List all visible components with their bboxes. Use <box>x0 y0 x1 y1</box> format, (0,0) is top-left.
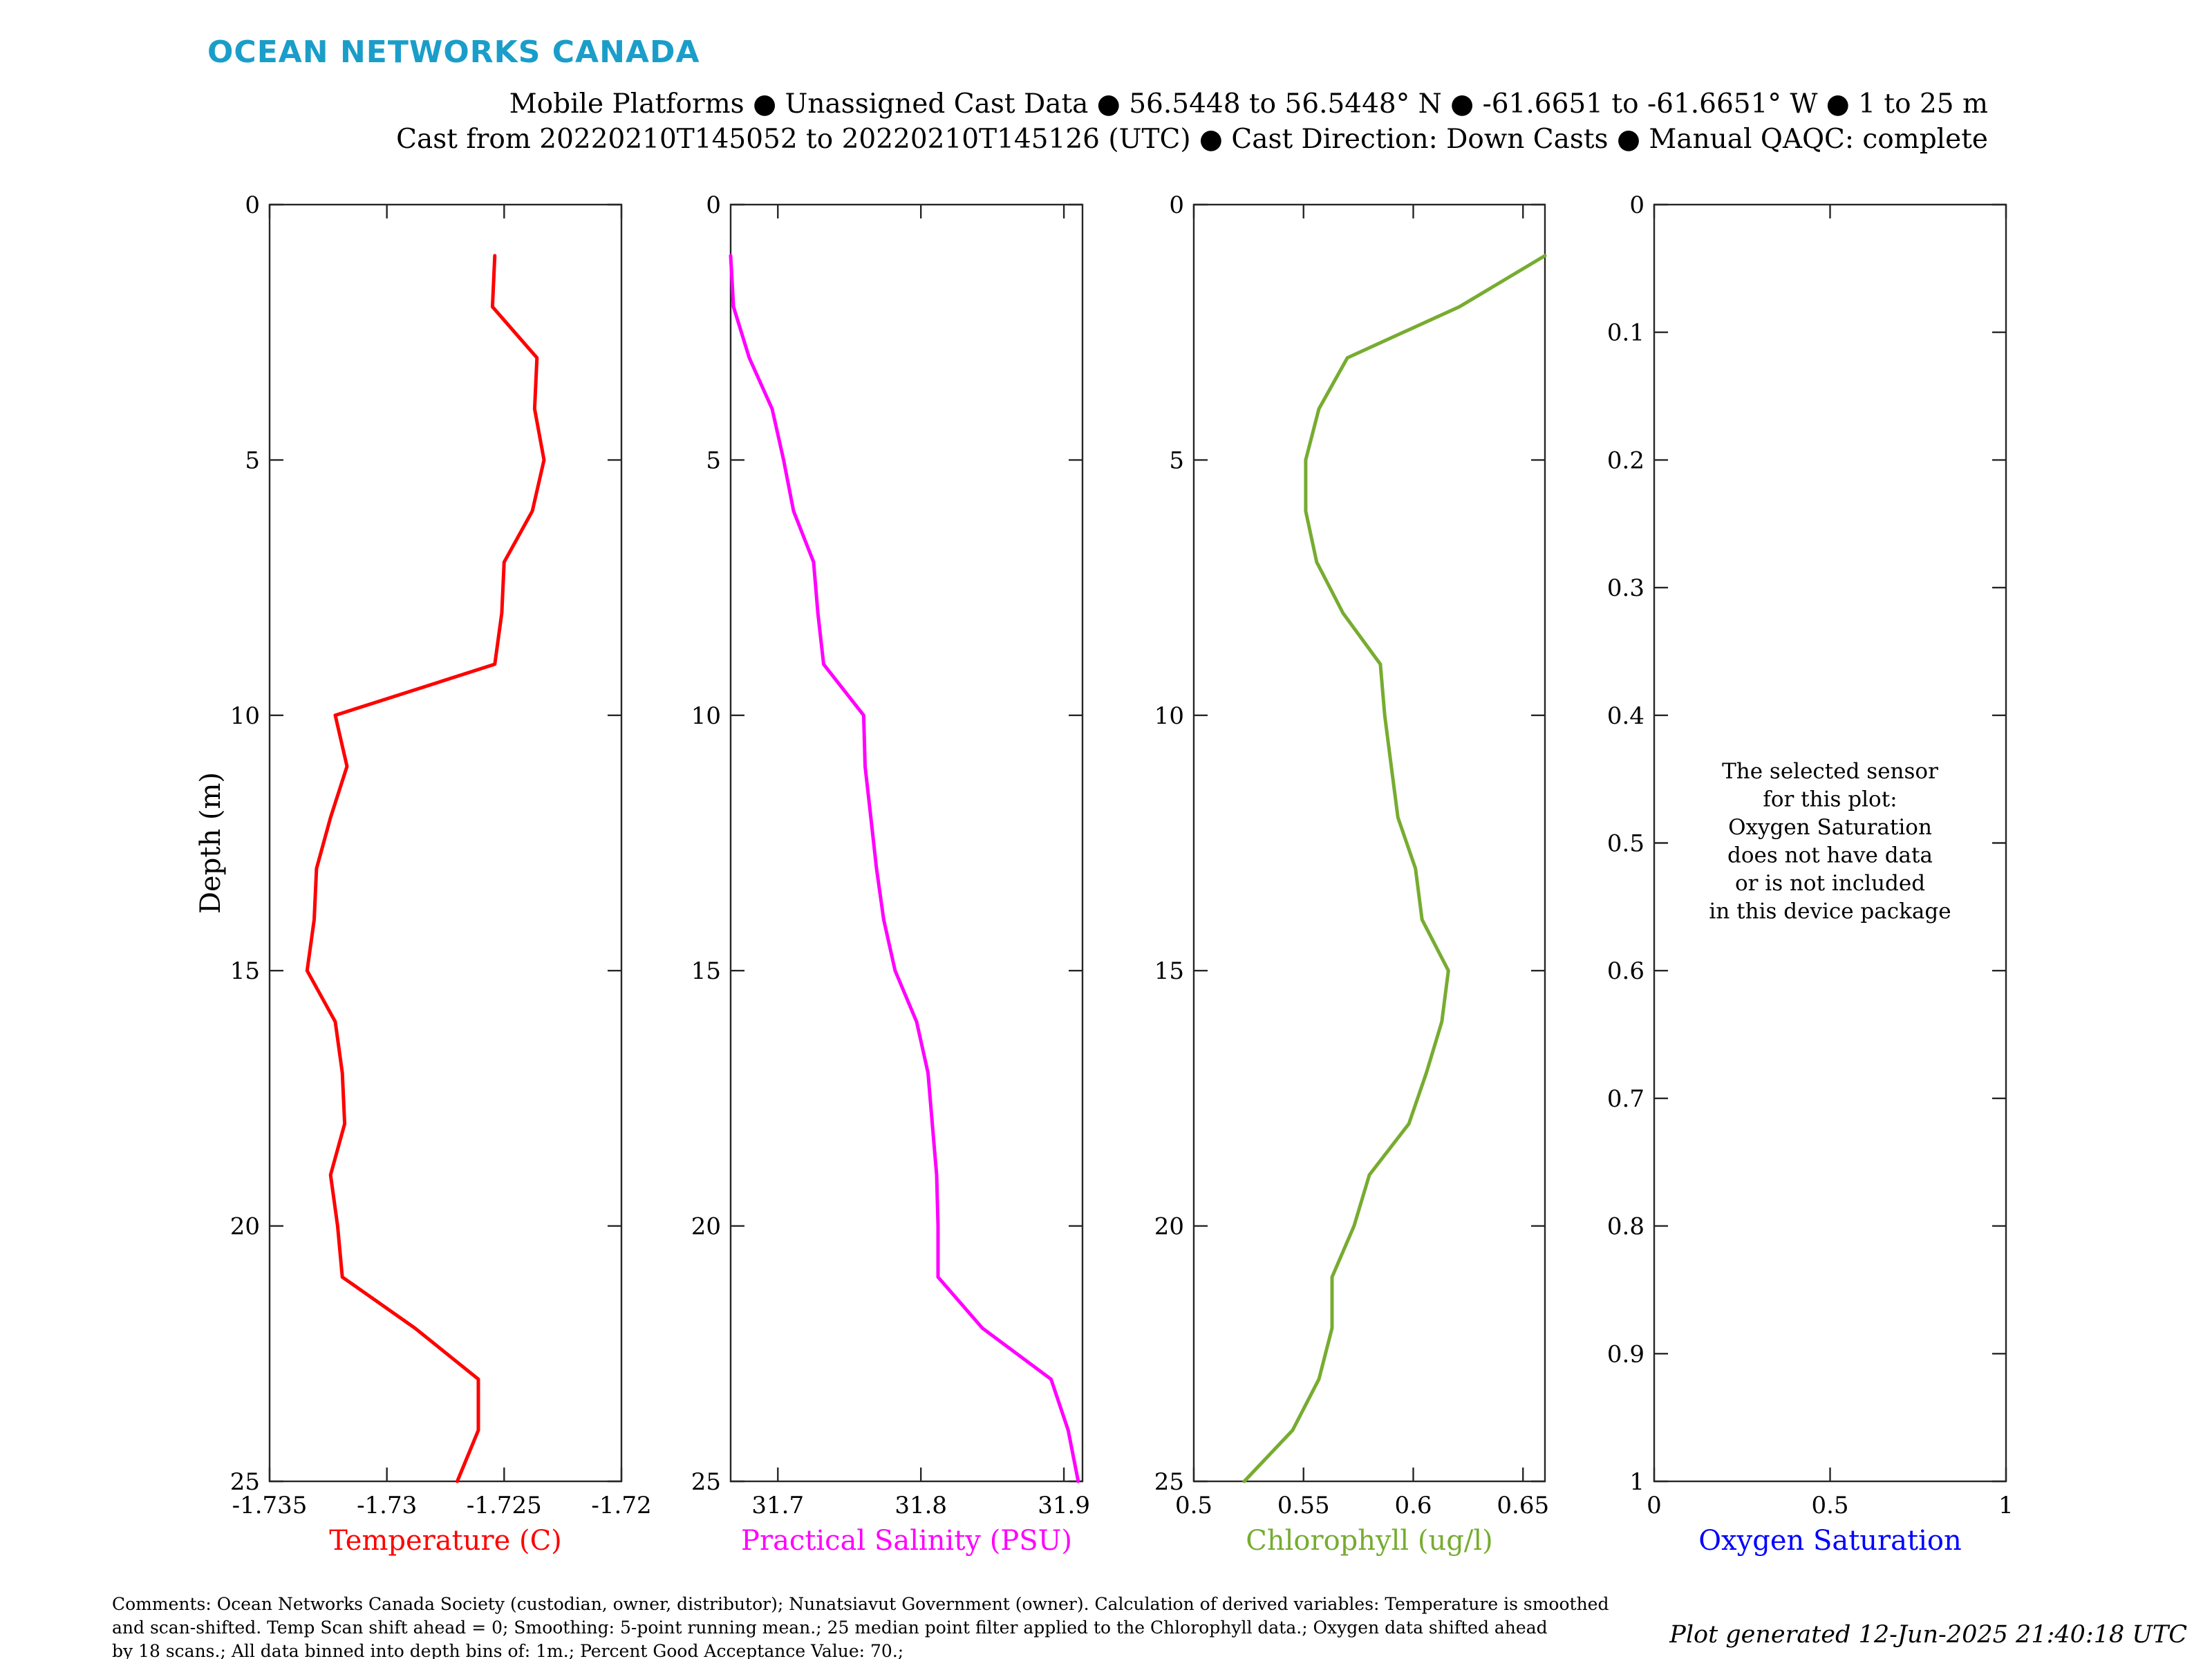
x-axis-label: Temperature (C) <box>329 1525 562 1557</box>
y-tick-label: 5 <box>1169 447 1184 474</box>
y-tick-label: 5 <box>706 447 721 474</box>
x-axis-label: Oxygen Saturation <box>1698 1525 1961 1557</box>
axes-box-3 <box>1192 203 1546 1483</box>
header-line-1: Mobile Platforms ● Unassigned Cast Data … <box>509 88 1988 120</box>
y-tick-label: 0.3 <box>1607 574 1644 602</box>
x-tick-label: 0.55 <box>1277 1492 1330 1519</box>
x-tick-label: -1.725 <box>467 1492 542 1519</box>
x-tick-label: 31.7 <box>751 1492 804 1519</box>
no-data-message-line: does not have data <box>1727 843 1933 868</box>
series-line <box>729 254 1080 1483</box>
x-tick-label: 0 <box>1647 1492 1662 1519</box>
y-tick-label: 0 <box>1169 191 1184 219</box>
x-tick-label: 0.5 <box>1175 1492 1212 1519</box>
x-tick-label: 0.5 <box>1811 1492 1848 1519</box>
y-tick-label: 0 <box>1629 191 1644 219</box>
no-data-message-line: Oxygen Saturation <box>1728 815 1932 840</box>
series-line <box>1242 254 1547 1483</box>
y-tick-label: 0.8 <box>1607 1213 1644 1241</box>
header-line-2: Cast from 20220210T145052 to 20220210T14… <box>396 124 1988 155</box>
y-tick-label: 10 <box>691 702 721 730</box>
y-tick-label: 25 <box>230 1468 260 1496</box>
y-tick-label: 0.1 <box>1607 319 1644 347</box>
y-tick-label: 0 <box>245 191 260 219</box>
y-tick-label: 0.4 <box>1607 702 1644 730</box>
x-axis-label: Chlorophyll (ug/l) <box>1246 1525 1493 1557</box>
y-tick-label: 0.5 <box>1607 830 1644 858</box>
y-axis-label: Depth (m) <box>195 772 227 914</box>
axes-box-1 <box>268 203 623 1483</box>
x-tick-label: -1.73 <box>357 1492 417 1519</box>
axes-box-2 <box>729 203 1084 1483</box>
x-tick-label: -1.735 <box>232 1492 308 1519</box>
no-data-message-line: for this plot: <box>1763 787 1897 812</box>
y-tick-label: 0.6 <box>1607 957 1644 985</box>
footer-comment-line: Comments: Ocean Networks Canada Society … <box>112 1594 1609 1614</box>
x-tick-label: 31.9 <box>1038 1492 1090 1519</box>
no-data-message-line: or is not included <box>1735 871 1925 896</box>
footer-comment-line: by 18 scans.; All data binned into depth… <box>112 1641 904 1659</box>
no-data-message-line: in this device package <box>1709 899 1951 924</box>
x-tick-label: -1.72 <box>591 1492 651 1519</box>
x-tick-label: 0.6 <box>1394 1492 1432 1519</box>
series-line <box>305 254 546 1483</box>
y-tick-label: 1 <box>1629 1468 1644 1496</box>
y-tick-label: 0.7 <box>1607 1085 1644 1113</box>
x-axis-label: Practical Salinity (PSU) <box>741 1525 1072 1557</box>
x-tick-label: 31.8 <box>894 1492 947 1519</box>
x-tick-label: 0.65 <box>1497 1492 1549 1519</box>
y-tick-label: 15 <box>1154 957 1184 985</box>
y-tick-label: 15 <box>230 957 260 985</box>
y-tick-label: 0 <box>706 191 721 219</box>
y-tick-label: 10 <box>230 702 260 730</box>
x-tick-label: 1 <box>1998 1492 2014 1519</box>
y-tick-label: 5 <box>245 447 260 474</box>
y-tick-label: 20 <box>691 1213 721 1241</box>
y-tick-label: 10 <box>1154 702 1184 730</box>
y-tick-label: 25 <box>691 1468 721 1496</box>
footer-comment-line: and scan-shifted. Temp Scan shift ahead … <box>112 1618 1548 1638</box>
no-data-message-line: The selected sensor <box>1722 759 1938 784</box>
axes-box-4 <box>1653 203 2007 1483</box>
y-tick-label: 20 <box>230 1213 260 1241</box>
brand-logo-text: OCEAN NETWORKS CANADA <box>207 35 700 70</box>
y-tick-label: 15 <box>691 957 721 985</box>
footer-comments: Comments: Ocean Networks Canada Society … <box>112 1593 1609 1659</box>
y-tick-label: 25 <box>1154 1468 1184 1496</box>
y-tick-label: 0.9 <box>1607 1340 1644 1368</box>
plot-generated-timestamp: Plot generated 12-Jun-2025 21:40:18 UTC <box>1669 1621 2187 1649</box>
y-tick-label: 0.2 <box>1607 447 1644 474</box>
y-tick-label: 20 <box>1154 1213 1184 1241</box>
